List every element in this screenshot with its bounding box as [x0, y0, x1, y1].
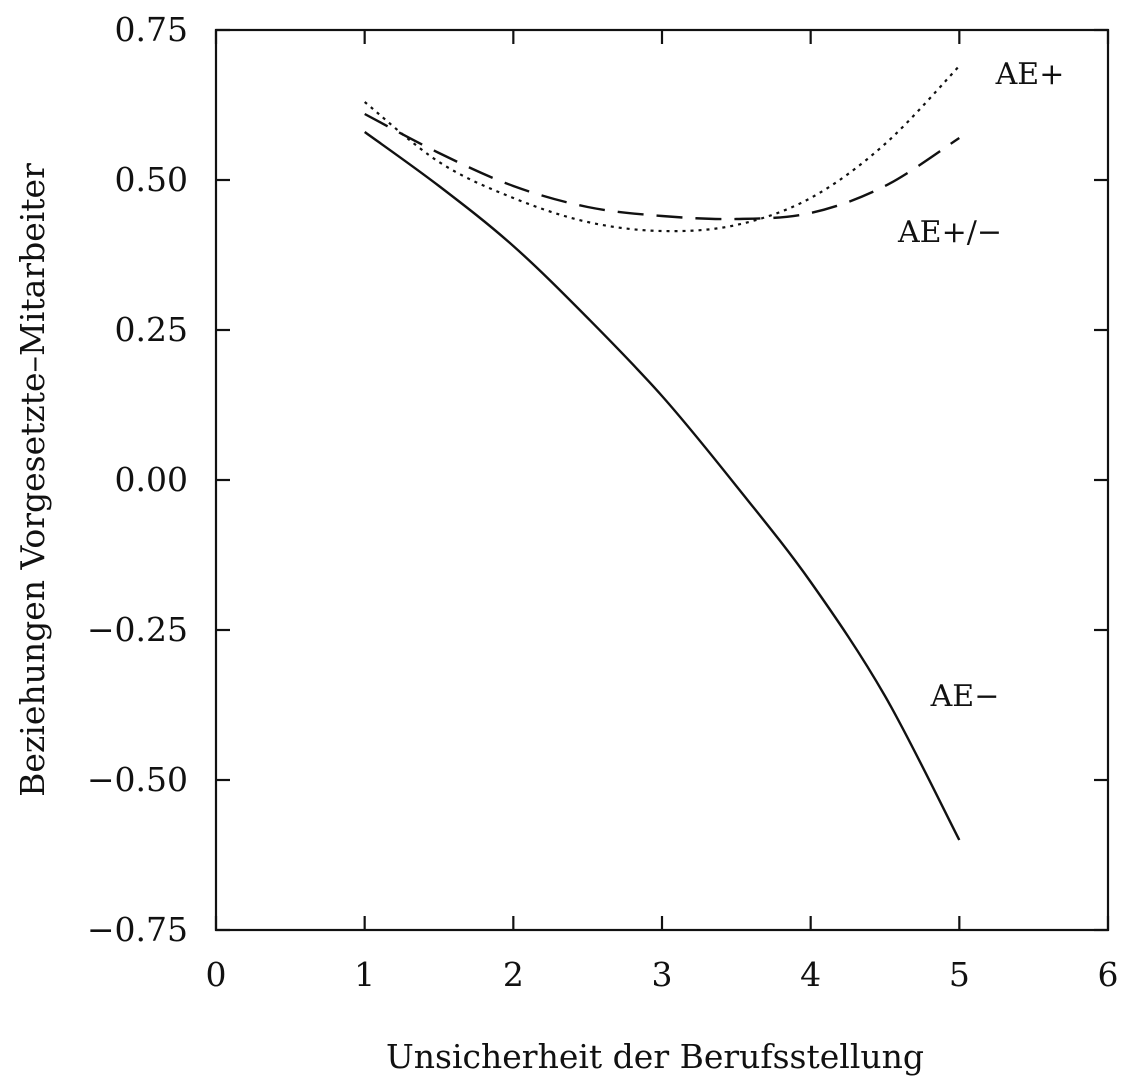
x-tick-label: 2 [503, 955, 524, 994]
series-label-1: AE+ [995, 57, 1065, 92]
x-axis-label: Unsicherheit der Berufsstellung [386, 1037, 924, 1076]
plot-frame [214, 28, 1110, 932]
y-tick-label: 0.00 [115, 460, 188, 499]
series-label-2: AE+/− [897, 215, 1002, 250]
y-tick-label: 0.50 [115, 160, 188, 199]
x-tick-label: 5 [949, 955, 970, 994]
y-tick-label: −0.75 [87, 910, 188, 949]
y-tick-label: −0.25 [87, 610, 188, 649]
y-tick-label: −0.50 [87, 760, 188, 799]
series-line-1 [364, 65, 961, 233]
plot-frame-group [214, 28, 1110, 932]
x-tick-label: 4 [800, 955, 821, 994]
y-tick-label: 0.25 [115, 310, 188, 349]
y-tick-label: 0.75 [115, 10, 188, 49]
x-tick-label: 0 [206, 955, 227, 994]
x-tick-label: 3 [652, 955, 673, 994]
labels-group: AE+ AE+/− AE− Unsicherheit der Berufsstellu… [13, 57, 1064, 1076]
series-label-3: AE− [930, 679, 1000, 714]
y-axis-label: Beziehungen Vorgesetzte–Mitarbeiter [13, 163, 52, 797]
series-group [363, 65, 961, 841]
x-tick-label: 1 [354, 955, 375, 994]
x-tick-label: 6 [1098, 955, 1119, 994]
ticks-group: 0 1 2 3 4 5 6 0.75 0.50 0.25 0.00 −0.25 −0.50 −0.75 [87, 10, 1119, 994]
series-line-3 [363, 131, 961, 841]
series-line-2 [364, 112, 960, 221]
